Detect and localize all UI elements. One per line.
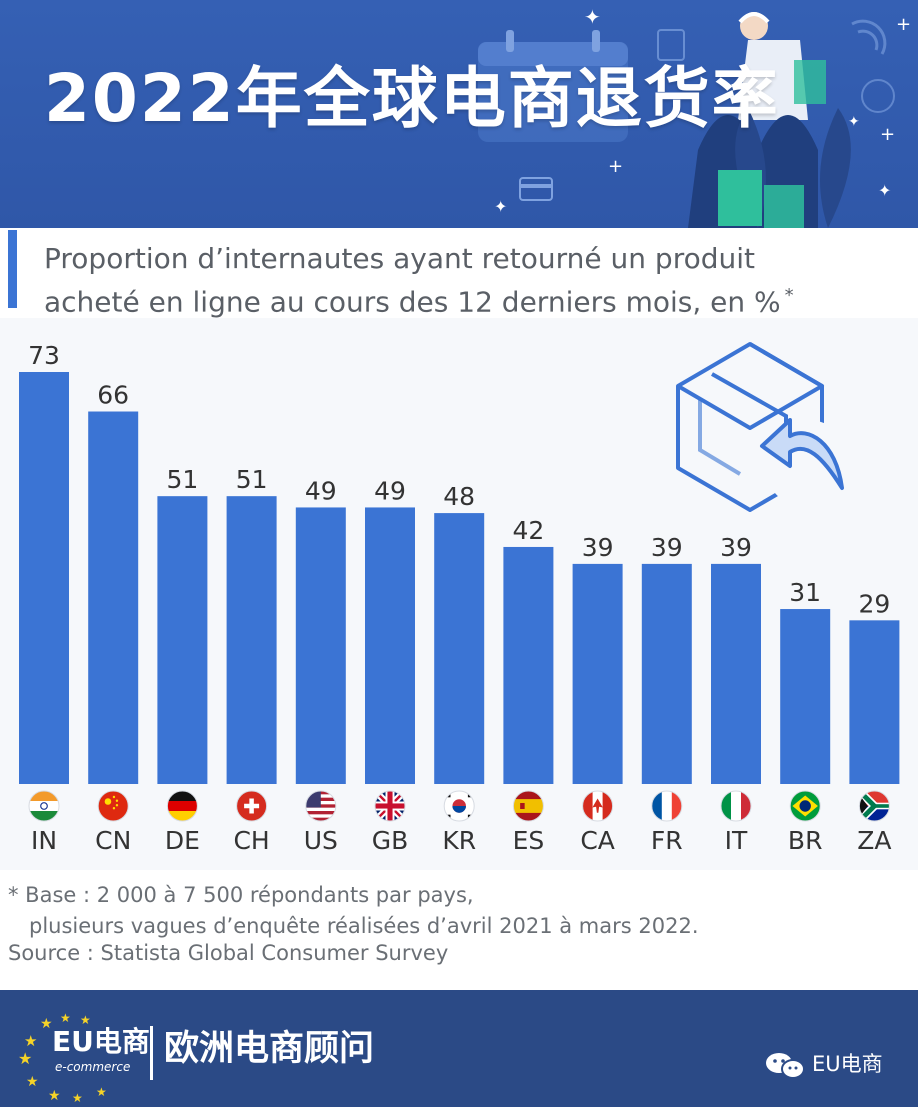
bars xyxy=(19,372,900,784)
value-label-gb: 49 xyxy=(374,476,406,505)
svg-text:★: ★ xyxy=(72,1091,83,1102)
category-label-gb: GB xyxy=(372,826,409,855)
bar-es xyxy=(503,546,554,784)
chart-area: 73 66 51 51 49 49 48 42 39 39 39 31 29 IN CN DE CH US GB K… xyxy=(0,318,918,870)
value-label-de: 51 xyxy=(166,465,198,494)
category-label-in: IN xyxy=(31,826,57,855)
svg-text:★: ★ xyxy=(96,1085,107,1099)
bar-ch xyxy=(226,496,277,784)
page-title: 2022年全球电商退货率 xyxy=(44,60,780,137)
svg-text:+: + xyxy=(896,14,911,35)
value-label-cn: 66 xyxy=(97,381,129,410)
flag-gb-icon xyxy=(374,790,406,822)
return-box-icon xyxy=(676,342,852,512)
svg-text:★: ★ xyxy=(18,1049,32,1068)
bar-de xyxy=(157,496,208,784)
svg-text:★: ★ xyxy=(24,1032,37,1050)
category-label-fr: FR xyxy=(651,826,683,855)
value-label-us: 49 xyxy=(305,476,337,505)
bar-chart: 73 66 51 51 49 49 48 42 39 39 39 31 29 IN CN DE CH US GB K… xyxy=(19,341,900,855)
flag-cn-icon xyxy=(97,790,129,822)
category-label-kr: KR xyxy=(442,826,476,855)
svg-text:✦: ✦ xyxy=(584,5,601,29)
svg-text:✦: ✦ xyxy=(494,197,507,216)
category-label-es: ES xyxy=(513,826,545,855)
flag-br-icon xyxy=(789,790,821,822)
category-label-it: IT xyxy=(725,826,748,855)
value-label-ca: 39 xyxy=(582,533,614,562)
footnote: * Base : 2 000 à 7 500 répondants par pa… xyxy=(8,880,699,942)
svg-text:★: ★ xyxy=(48,1088,61,1102)
shopping-illustration-icon: ✦ + + + ✦ ✦ ✦ xyxy=(478,5,911,228)
wechat-label: EU电商 xyxy=(812,1052,883,1076)
category-labels: IN CN DE CH US GB KR ES CA FR IT BR ZA xyxy=(31,826,892,855)
svg-text:★: ★ xyxy=(60,1011,71,1025)
svg-text:★: ★ xyxy=(80,1013,91,1027)
svg-text:★: ★ xyxy=(26,1074,39,1090)
value-label-kr: 48 xyxy=(443,482,475,511)
value-label-es: 42 xyxy=(512,516,544,545)
category-label-cn: CN xyxy=(95,826,131,855)
footnote-line-1: * Base : 2 000 à 7 500 répondants par pa… xyxy=(8,883,474,907)
flag-ca-icon xyxy=(582,790,614,822)
category-label-de: DE xyxy=(165,826,200,855)
chart-subtitle: Proportion d’internautes ayant retourné … xyxy=(44,240,904,320)
svg-text:+: + xyxy=(608,156,623,177)
footer-title: 欧洲电商顾问 xyxy=(164,1029,375,1069)
logo-subtext: e-commerce xyxy=(55,1060,131,1074)
wechat-icon xyxy=(766,1053,805,1079)
svg-text:★: ★ xyxy=(40,1016,53,1032)
category-label-ca: CA xyxy=(580,826,615,855)
footnote-line-2: plusieurs vagues d’enquête réalisées d’a… xyxy=(29,914,699,938)
value-label-fr: 39 xyxy=(651,533,683,562)
value-labels: 73 66 51 51 49 49 48 42 39 39 39 31 29 xyxy=(28,341,890,618)
category-label-br: BR xyxy=(788,826,823,855)
category-label-ch: CH xyxy=(233,826,269,855)
flag-kr-icon xyxy=(443,790,475,822)
value-label-ch: 51 xyxy=(236,465,268,494)
bar-it xyxy=(711,563,761,784)
svg-text:+: + xyxy=(880,124,895,145)
header-banner: ✦ + + + ✦ ✦ ✦ 2022年全球电商退货率 xyxy=(0,0,918,228)
flags xyxy=(28,790,890,822)
bar-fr xyxy=(641,563,692,784)
category-label-za: ZA xyxy=(857,826,891,855)
flag-fr-icon xyxy=(651,790,683,822)
bar-us xyxy=(295,507,346,784)
subtitle-line-1: Proportion d’internautes ayant retourné … xyxy=(44,242,755,275)
bar-cn xyxy=(88,411,139,784)
source-text: Source : Statista Global Consumer Survey xyxy=(8,941,449,965)
flag-ch-icon xyxy=(236,790,268,822)
subtitle-footnote-marker: * xyxy=(784,285,794,306)
flag-za-icon xyxy=(858,790,890,822)
footer-divider xyxy=(150,1026,153,1080)
value-label-za: 29 xyxy=(858,589,890,618)
bar-kr xyxy=(434,513,485,784)
logo-text: EU电商 xyxy=(52,1025,150,1058)
value-label-in: 73 xyxy=(28,341,60,370)
bar-br xyxy=(780,609,831,784)
category-label-us: US xyxy=(304,826,338,855)
flag-it-icon xyxy=(720,790,752,822)
subtitle-line-2: acheté en ligne au cours des 12 derniers… xyxy=(44,285,781,319)
bar-in xyxy=(19,372,69,784)
flag-in-icon xyxy=(28,790,60,822)
flag-de-icon xyxy=(166,790,198,822)
value-label-it: 39 xyxy=(720,533,752,562)
eu-stars-icon: ★ ★ ★ ★ ★ ★ ★ ★ ★ xyxy=(18,1011,107,1102)
svg-text:✦: ✦ xyxy=(848,114,860,130)
value-label-br: 31 xyxy=(789,578,821,607)
bar-gb xyxy=(365,507,415,784)
svg-text:✦: ✦ xyxy=(878,181,891,200)
bar-ca xyxy=(572,563,623,784)
bar-za xyxy=(849,620,900,784)
flag-us-icon xyxy=(305,790,337,822)
subtitle-accent-bar xyxy=(8,230,17,308)
footer-banner: ★ ★ ★ ★ ★ ★ ★ ★ ★ EU电商 e-commerce 欧洲电商顾问… xyxy=(0,990,918,1107)
flag-es-icon xyxy=(512,790,544,822)
